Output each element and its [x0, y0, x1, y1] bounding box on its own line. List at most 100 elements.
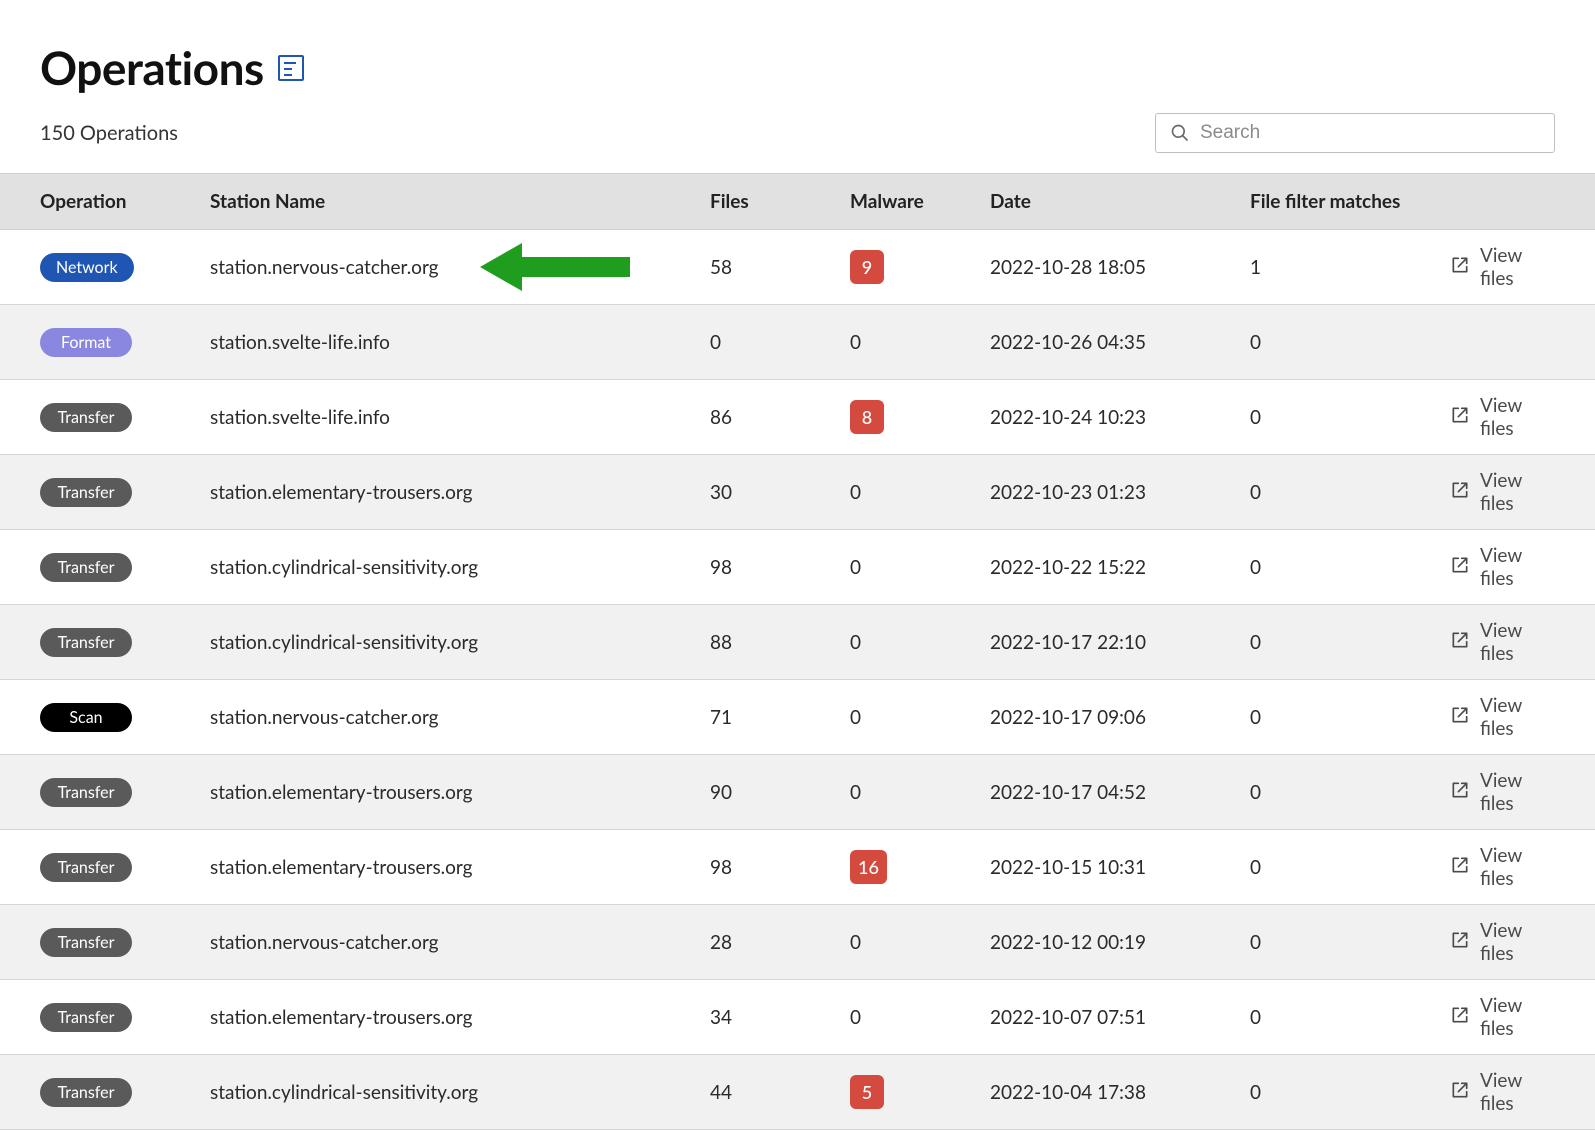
- external-link-icon: [1450, 780, 1470, 805]
- col-files[interactable]: Files: [710, 190, 850, 213]
- malware-badge: 16: [850, 850, 887, 884]
- operation-cell: Transfer: [40, 628, 210, 657]
- operations-count: 150 Operations: [40, 121, 178, 145]
- filter-matches-cell: 0: [1250, 931, 1450, 954]
- malware-badge: 8: [850, 400, 884, 434]
- operation-pill: Transfer: [40, 1003, 132, 1032]
- operation-cell: Transfer: [40, 1078, 210, 1107]
- view-files-link[interactable]: View files: [1450, 244, 1555, 290]
- external-link-icon: [1450, 555, 1470, 580]
- search-input[interactable]: [1200, 122, 1540, 144]
- filter-matches-cell: 0: [1250, 481, 1450, 504]
- search-icon: [1170, 123, 1190, 143]
- station-cell: station.cylindrical-sensitivity.org: [210, 556, 710, 579]
- col-malware[interactable]: Malware: [850, 190, 990, 213]
- table-body: Networkstation.nervous-catcher.org589202…: [0, 230, 1595, 1130]
- table-row[interactable]: Transfer station.elementary-trousers.org9…: [0, 755, 1595, 830]
- files-cell: 86: [710, 406, 850, 429]
- view-files-link[interactable]: View files: [1450, 1069, 1555, 1115]
- files-cell: 30: [710, 481, 850, 504]
- external-link-icon: [1450, 480, 1470, 505]
- view-files-label: View files: [1480, 844, 1555, 890]
- filter-matches-cell: 0: [1250, 856, 1450, 879]
- external-link-icon: [1450, 930, 1470, 955]
- view-files-label: View files: [1480, 694, 1555, 740]
- view-files-link[interactable]: View files: [1450, 694, 1555, 740]
- table-row[interactable]: Transferstation.cylindrical-sensitivity.…: [0, 530, 1595, 605]
- files-cell: 98: [710, 856, 850, 879]
- date-cell: 2022-10-17 09:06: [990, 706, 1250, 729]
- report-icon: [278, 55, 304, 81]
- operations-table: Operation Station Name Files Malware Dat…: [0, 173, 1595, 1130]
- table-row[interactable]: Formatstation.svelte-life.info002022-10-…: [0, 305, 1595, 380]
- view-files-link[interactable]: View files: [1450, 919, 1555, 965]
- table-row[interactable]: Transferstation.elementary-trousers.org3…: [0, 980, 1595, 1055]
- external-link-icon: [1450, 1005, 1470, 1030]
- view-files-link[interactable]: View files: [1450, 994, 1555, 1040]
- search-box[interactable]: [1155, 113, 1555, 153]
- files-cell: 34: [710, 1006, 850, 1029]
- filter-matches-cell: 0: [1250, 631, 1450, 654]
- view-files-label: View files: [1480, 394, 1555, 440]
- table-row[interactable]: Networkstation.nervous-catcher.org589202…: [0, 230, 1595, 305]
- page-title: Operations: [40, 40, 264, 95]
- view-files-link[interactable]: View files: [1450, 769, 1555, 815]
- table-header: Operation Station Name Files Malware Dat…: [0, 173, 1595, 230]
- date-cell: 2022-10-17 04:52: [990, 781, 1250, 804]
- table-row[interactable]: Transferstation.nervous-catcher.org28020…: [0, 905, 1595, 980]
- external-link-icon: [1450, 705, 1470, 730]
- view-files-label: View files: [1480, 619, 1555, 665]
- station-cell: station.nervous-catcher.org: [210, 931, 710, 954]
- external-link-icon: [1450, 630, 1470, 655]
- malware-cell: 0: [850, 706, 990, 729]
- files-cell: 28: [710, 931, 850, 954]
- operation-cell: Transfer: [40, 853, 210, 882]
- date-cell: 2022-10-04 17:38: [990, 1081, 1250, 1104]
- view-files-link[interactable]: View files: [1450, 469, 1555, 515]
- date-cell: 2022-10-15 10:31: [990, 856, 1250, 879]
- col-date[interactable]: Date: [990, 190, 1250, 213]
- col-operation[interactable]: Operation: [40, 190, 210, 213]
- view-files-label: View files: [1480, 1069, 1555, 1115]
- view-files-label: View files: [1480, 994, 1555, 1040]
- view-files-link[interactable]: View files: [1450, 544, 1555, 590]
- filter-matches-cell: 0: [1250, 781, 1450, 804]
- table-row[interactable]: Transfer station.elementary-trousers.org9…: [0, 830, 1595, 905]
- operation-pill: Scan: [40, 703, 132, 732]
- malware-badge: 5: [850, 1075, 884, 1109]
- view-files-link[interactable]: View files: [1450, 619, 1555, 665]
- station-cell: station.elementary-trousers.org: [210, 781, 710, 804]
- external-link-icon: [1450, 405, 1470, 430]
- files-cell: 90: [710, 781, 850, 804]
- external-link-icon: [1450, 1080, 1470, 1105]
- operation-cell: Transfer: [40, 778, 210, 807]
- table-row[interactable]: Transferstation.cylindrical-sensitivity.…: [0, 1055, 1595, 1130]
- operation-cell: Transfer: [40, 403, 210, 432]
- table-row[interactable]: Transferstation.elementary-trousers.org3…: [0, 455, 1595, 530]
- operation-pill: Transfer: [40, 778, 132, 807]
- operation-cell: Transfer: [40, 478, 210, 507]
- filter-matches-cell: 0: [1250, 1081, 1450, 1104]
- station-cell: station.elementary-trousers.org: [210, 856, 710, 879]
- view-files-link[interactable]: View files: [1450, 394, 1555, 440]
- table-row[interactable]: Transferstation.svelte-life.info8682022-…: [0, 380, 1595, 455]
- filter-matches-cell: 0: [1250, 706, 1450, 729]
- malware-cell: 0: [850, 781, 990, 804]
- operation-pill: Transfer: [40, 403, 132, 432]
- date-cell: 2022-10-28 18:05: [990, 256, 1250, 279]
- col-station[interactable]: Station Name: [210, 190, 710, 213]
- malware-cell: 0: [850, 931, 990, 954]
- view-files-link[interactable]: View files: [1450, 844, 1555, 890]
- operation-cell: Transfer: [40, 928, 210, 957]
- col-filter[interactable]: File filter matches: [1250, 190, 1450, 213]
- operation-pill: Transfer: [40, 853, 132, 882]
- view-files-label: View files: [1480, 769, 1555, 815]
- station-cell: station.cylindrical-sensitivity.org: [210, 631, 710, 654]
- view-files-label: View files: [1480, 544, 1555, 590]
- view-files-label: View files: [1480, 919, 1555, 965]
- files-cell: 88: [710, 631, 850, 654]
- table-row[interactable]: Transferstation.cylindrical-sensitivity.…: [0, 605, 1595, 680]
- table-row[interactable]: Scanstation.nervous-catcher.org7102022-1…: [0, 680, 1595, 755]
- malware-cell: 16: [850, 850, 990, 884]
- date-cell: 2022-10-22 15:22: [990, 556, 1250, 579]
